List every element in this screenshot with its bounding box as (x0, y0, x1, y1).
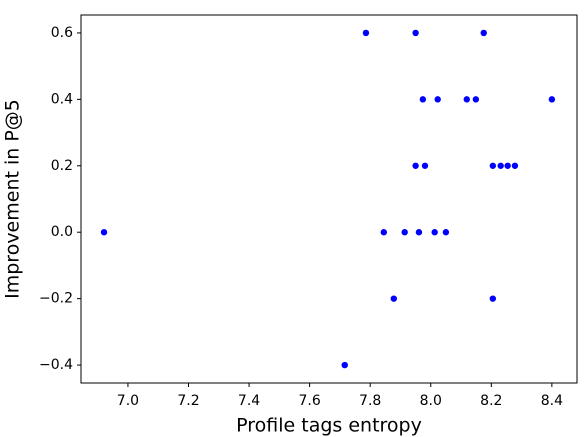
x-tick-label: 7.8 (359, 393, 381, 409)
point (380, 229, 388, 236)
point (548, 96, 556, 103)
x-tick-label: 7.2 (177, 393, 199, 409)
point (412, 29, 419, 37)
point (362, 29, 370, 37)
point (463, 96, 470, 103)
x-tick-label: 7.0 (117, 393, 139, 409)
point (489, 295, 497, 302)
x-axis-title: Profile tags entropy (236, 415, 422, 437)
x-tick-label: 8.0 (420, 393, 442, 409)
point (421, 162, 429, 169)
y-tick-label: 0.0 (51, 224, 73, 240)
y-tick-label: −0.4 (39, 357, 73, 373)
x-tick-label: 7.4 (238, 393, 260, 409)
y-tick-label: 0.4 (51, 91, 73, 107)
x-tick-label: 8.4 (541, 393, 563, 409)
point (431, 229, 438, 236)
y-tick-label: 0.6 (51, 25, 73, 41)
y-tick-label: −0.2 (39, 291, 73, 307)
point (480, 29, 487, 37)
point (401, 229, 408, 236)
point (419, 96, 427, 103)
point (472, 96, 480, 103)
point (390, 295, 398, 302)
point (442, 229, 450, 236)
point (415, 229, 423, 236)
y-axis-title: Improvement in P@5 (2, 99, 24, 299)
x-tick-label: 7.6 (298, 393, 320, 409)
y-tick-label: 0.2 (51, 158, 73, 174)
point (434, 96, 441, 103)
point (511, 162, 519, 169)
point (489, 162, 497, 169)
point (412, 162, 419, 169)
point (497, 162, 504, 169)
point (100, 229, 108, 236)
point (504, 162, 511, 169)
x-tick-label: 8.2 (480, 393, 502, 409)
plot-frame (80, 14, 578, 384)
point (341, 361, 348, 369)
